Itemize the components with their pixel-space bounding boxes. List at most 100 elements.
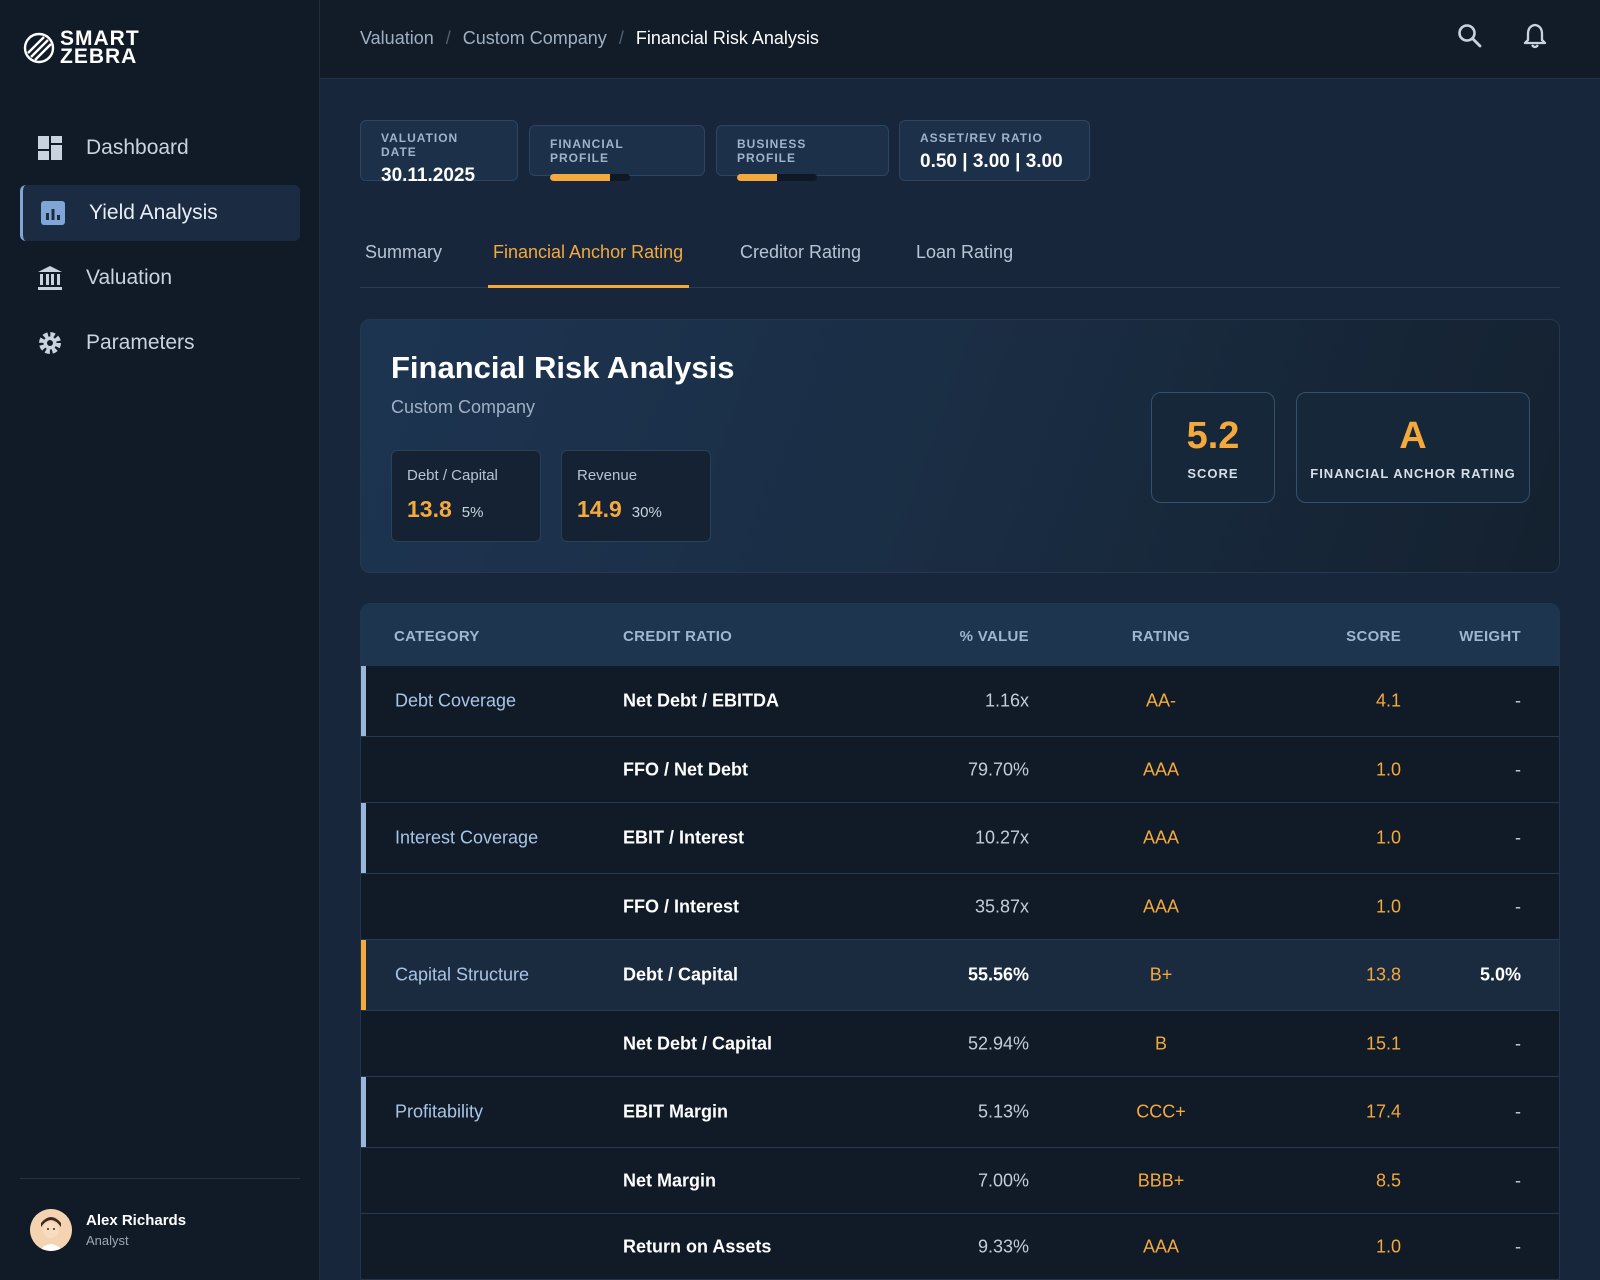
avatar xyxy=(30,1209,72,1251)
valuation-date-chip: VALUATION DATE 30.11.2025 xyxy=(360,120,518,186)
gear-icon xyxy=(36,329,64,357)
sidebar-item-label: Parameters xyxy=(86,331,195,354)
cell-value: 55.56% xyxy=(967,964,1029,985)
cell-score: 1.0 xyxy=(1375,759,1401,779)
score-box: 5.2 SCORE xyxy=(1151,392,1275,503)
metric-label: Revenue xyxy=(577,467,638,484)
breadcrumb-custom-company[interactable]: Custom Company xyxy=(462,28,607,48)
user-name: Alex Richards xyxy=(86,1212,187,1229)
cell-value: 7.00% xyxy=(977,1170,1029,1190)
asset-rev-ratio-value: 0.50 | 3.00 | 3.00 xyxy=(920,151,1063,172)
cell-weight: - xyxy=(1515,690,1521,711)
bell-icon[interactable] xyxy=(1521,22,1549,50)
sidebar-item-label: Yield Analysis xyxy=(89,201,218,224)
sidebar-item-label: Dashboard xyxy=(86,136,189,159)
cell-category: Profitability xyxy=(395,1101,484,1122)
cell-ratio: Debt / Capital xyxy=(623,964,739,985)
cell-weight: - xyxy=(1515,759,1521,779)
dashboard-icon xyxy=(36,134,64,162)
rating-label: FINANCIAL ANCHOR RATING xyxy=(1310,466,1516,481)
tab-creditor-rating[interactable]: Creditor Rating xyxy=(740,242,862,262)
metric-percent: 5% xyxy=(461,504,484,521)
tab-loan-rating[interactable]: Loan Rating xyxy=(916,242,1014,262)
cell-score: 13.8 xyxy=(1365,964,1401,985)
table-row[interactable]: Debt Coverage Net Debt / EBITDA 1.16x AA… xyxy=(361,666,1559,737)
cell-rating: CCC+ xyxy=(1136,1101,1186,1122)
sidebar-item-parameters[interactable]: Parameters xyxy=(20,315,300,371)
score-value: 5.2 xyxy=(1186,415,1240,457)
cell-category: Capital Structure xyxy=(395,964,530,985)
cell-score: 17.4 xyxy=(1365,1101,1401,1122)
financial-anchor-rating-box: A FINANCIAL ANCHOR RATING xyxy=(1296,392,1530,503)
table-row[interactable]: Return on Assets 9.33% AAA 1.0 - xyxy=(361,1214,1559,1279)
cell-value: 10.27x xyxy=(974,827,1029,848)
revenue-metric: Revenue 14.9 30% xyxy=(561,450,711,542)
metric-percent: 30% xyxy=(631,504,662,521)
breadcrumb-valuation[interactable]: Valuation xyxy=(360,28,434,48)
cell-category: Interest Coverage xyxy=(395,827,539,848)
cell-rating: B xyxy=(1154,1033,1167,1053)
cell-rating: B+ xyxy=(1149,964,1173,985)
app-logo[interactable]: SMART ZEBRA xyxy=(22,27,140,68)
sidebar-item-label: Valuation xyxy=(86,266,173,289)
cell-score: 1.0 xyxy=(1375,1236,1401,1257)
logo-text: SMART ZEBRA xyxy=(60,27,140,68)
table-row[interactable]: Net Margin 7.00% BBB+ 8.5 - xyxy=(361,1148,1559,1214)
cell-weight: - xyxy=(1515,1236,1521,1257)
asset-rev-ratio-chip: ASSET/REV RATIO 0.50 | 3.00 | 3.00 xyxy=(899,120,1090,181)
table-row[interactable]: Interest Coverage EBIT / Interest 10.27x… xyxy=(361,803,1559,874)
breadcrumb-separator: / xyxy=(618,28,624,48)
sidebar: SMART ZEBRA Dashboard Yield Analysis Val… xyxy=(0,0,320,1280)
tab-summary[interactable]: Summary xyxy=(365,242,443,262)
financial-profile-chip: FINANCIAL PROFILE xyxy=(529,125,705,181)
table-header: CATEGORY CREDIT RATIO % VALUE RATING SCO… xyxy=(361,604,1559,666)
category-stripe xyxy=(361,940,366,1010)
cell-weight: - xyxy=(1515,1101,1521,1122)
table-row[interactable]: Net Debt / Capital 52.94% B 15.1 - xyxy=(361,1011,1559,1077)
header-credit-ratio: CREDIT RATIO xyxy=(623,628,733,645)
search-icon[interactable] xyxy=(1456,22,1484,50)
cell-ratio: Net Margin xyxy=(623,1170,717,1190)
cell-ratio: Net Debt / EBITDA xyxy=(623,690,780,711)
financial-risk-summary-card: Financial Risk Analysis Custom Company D… xyxy=(360,319,1560,573)
sidebar-item-yield-analysis[interactable]: Yield Analysis xyxy=(20,185,300,241)
asset-rev-ratio-label: ASSET/REV RATIO xyxy=(920,131,1043,145)
breadcrumb-current: Financial Risk Analysis xyxy=(635,28,819,48)
cell-rating: AAA xyxy=(1142,1236,1180,1257)
table-row[interactable]: FFO / Net Debt 79.70% AAA 1.0 - xyxy=(361,737,1559,803)
business-profile-chip: BUSINESS PROFILE xyxy=(716,125,889,181)
top-bar: Valuation / Custom Company / Financial R… xyxy=(320,0,1600,79)
financial-profile-bar-fill xyxy=(550,174,610,181)
breadcrumb: Valuation / Custom Company / Financial R… xyxy=(360,28,819,49)
tab-financial-anchor-rating[interactable]: Financial Anchor Rating xyxy=(488,242,690,288)
cell-score: 8.5 xyxy=(1375,1170,1401,1190)
page-title: Financial Risk Analysis xyxy=(391,350,735,385)
header-value: % VALUE xyxy=(959,628,1029,645)
table-row-highlighted[interactable]: Capital Structure Debt / Capital 55.56% … xyxy=(361,940,1559,1011)
company-name: Custom Company xyxy=(391,397,536,417)
cell-value: 79.70% xyxy=(967,759,1029,779)
cell-value: 5.13% xyxy=(977,1101,1029,1122)
header-rating: RATING xyxy=(1131,628,1191,645)
credit-ratio-table: CATEGORY CREDIT RATIO % VALUE RATING SCO… xyxy=(360,603,1560,1280)
cell-weight: - xyxy=(1515,1170,1521,1190)
cell-rating: BBB+ xyxy=(1137,1170,1185,1190)
cell-value: 1.16x xyxy=(984,690,1029,711)
table-row[interactable]: Profitability EBIT Margin 5.13% CCC+ 17.… xyxy=(361,1077,1559,1148)
cell-ratio: EBIT Margin xyxy=(623,1101,729,1122)
cell-ratio: FFO / Net Debt xyxy=(623,759,748,779)
financial-profile-label: FINANCIAL PROFILE xyxy=(550,137,624,165)
cell-value: 35.87x xyxy=(974,896,1029,916)
sidebar-nav: Dashboard Yield Analysis Valuation Param… xyxy=(20,120,300,380)
user-profile[interactable]: Alex Richards Analyst xyxy=(20,1178,300,1251)
cell-weight: - xyxy=(1515,896,1521,916)
sidebar-item-dashboard[interactable]: Dashboard xyxy=(20,120,300,176)
table-row[interactable]: FFO / Interest 35.87x AAA 1.0 - xyxy=(361,874,1559,940)
score-label: SCORE xyxy=(1187,466,1239,481)
cell-rating: AA- xyxy=(1145,690,1176,711)
debt-capital-metric: Debt / Capital 13.8 5% xyxy=(391,450,541,542)
cell-value: 52.94% xyxy=(967,1033,1029,1053)
business-profile-label: BUSINESS PROFILE xyxy=(737,137,807,165)
bank-icon xyxy=(36,264,64,292)
sidebar-item-valuation[interactable]: Valuation xyxy=(20,250,300,306)
